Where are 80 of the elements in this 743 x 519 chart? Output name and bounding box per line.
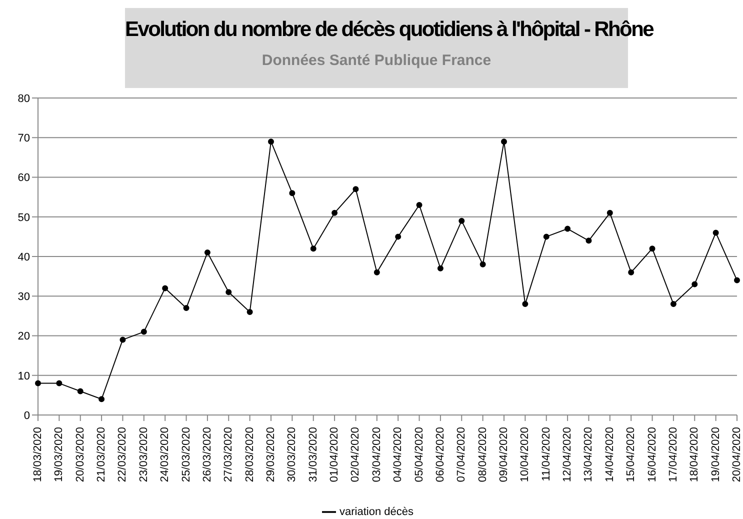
y-tick-label: 50: [18, 212, 30, 224]
chart-subtitle: Données Santé Publique France: [260, 52, 492, 69]
x-tick-label: 12/04/2020: [562, 427, 574, 482]
point: [712, 230, 719, 236]
x-tick-label: 25/03/2020: [180, 427, 192, 482]
point: [246, 308, 253, 315]
chart-title: Evolution du nombre de décès quotidiens à l'hôpital - Rhône: [125, 18, 653, 42]
y-tick-label: 60: [18, 172, 30, 184]
point: [458, 218, 465, 224]
point: [543, 234, 550, 240]
x-tick-label: 30/03/2020: [286, 427, 298, 482]
point: [437, 265, 444, 272]
x-tick-label: 11/04/2020: [540, 427, 552, 482]
y-tick-label: 0: [24, 410, 30, 422]
x-tick-label: 23/03/2020: [138, 427, 150, 482]
point: [140, 328, 147, 335]
point: [98, 396, 105, 402]
point: [204, 250, 210, 256]
x-tick-label: 29/03/2020: [265, 427, 277, 482]
point: [649, 246, 656, 252]
x-tick-label: 04/04/2020: [392, 427, 404, 482]
point: [586, 238, 592, 244]
x-tick-label: 19/03/2020: [53, 427, 66, 482]
point: [670, 301, 676, 308]
point: [522, 301, 528, 308]
point: [480, 261, 486, 268]
point: [501, 138, 507, 145]
x-tick-label: 20/03/2020: [74, 427, 86, 482]
point: [35, 380, 41, 386]
x-tick-label: 10/04/2020: [519, 427, 532, 482]
point: [56, 380, 62, 386]
y-tick-label: 20: [18, 330, 30, 343]
y-tick-label: 70: [18, 132, 30, 145]
point: [606, 210, 613, 216]
x-tick-label: 18/03/2020: [32, 427, 44, 482]
legend-label: variation décès: [340, 506, 414, 518]
point: [268, 138, 274, 145]
x-tick-label: 01/04/2020: [328, 427, 341, 482]
x-tick-label: 14/04/2020: [604, 427, 616, 482]
x-tick-label: 19/04/2020: [710, 427, 722, 482]
y-tick-label: 10: [18, 370, 30, 382]
x-tick-label: 13/04/2020: [582, 427, 595, 482]
x-tick-label: 26/03/2020: [201, 427, 214, 482]
x-tick-label: 18/04/2020: [688, 427, 701, 482]
point: [352, 186, 359, 192]
x-tick-label: 16/04/2020: [646, 427, 658, 482]
x-tick-label: 27/03/2020: [222, 427, 235, 482]
x-tick-label: 15/04/2020: [625, 427, 638, 482]
point: [564, 226, 571, 232]
x-tick-label: 22/03/2020: [116, 427, 129, 482]
x-tick-label: 05/04/2020: [413, 427, 426, 482]
point: [734, 277, 740, 284]
x-tick-label: 31/03/2020: [307, 427, 320, 482]
y-tick-label: 40: [18, 251, 30, 264]
x-tick-label: 03/04/2020: [370, 427, 383, 482]
x-tick-label: 20/04/2020: [731, 427, 743, 482]
point: [374, 269, 380, 276]
point: [692, 281, 698, 288]
x-tick-label: 21/03/2020: [96, 427, 108, 482]
y-tick-label: 80: [18, 92, 30, 105]
point: [628, 269, 634, 276]
y-tick-label: 30: [18, 291, 30, 304]
x-tick-label: 17/04/2020: [667, 427, 680, 482]
point: [289, 190, 296, 196]
x-tick-label: 02/04/2020: [350, 427, 362, 482]
point: [416, 202, 422, 208]
x-tick-label: 09/04/2020: [498, 427, 510, 482]
point: [77, 388, 84, 394]
x-tick-label: 24/03/2020: [159, 427, 172, 482]
point: [162, 285, 168, 292]
point: [332, 210, 338, 216]
point: [226, 289, 232, 296]
point: [183, 305, 190, 312]
x-tick-label: 28/03/2020: [244, 427, 256, 482]
x-tick-label: 07/04/2020: [456, 427, 468, 482]
point: [120, 336, 126, 343]
x-tick-label: 08/04/2020: [476, 427, 489, 482]
point: [395, 234, 402, 240]
x-tick-label: 06/04/2020: [434, 427, 446, 482]
point: [310, 246, 316, 252]
